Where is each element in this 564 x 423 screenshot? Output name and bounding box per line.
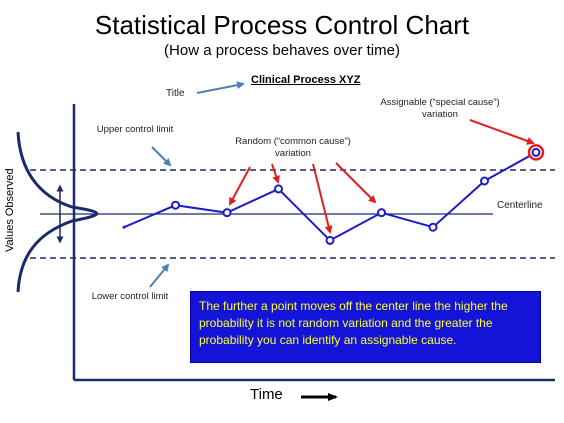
data-point xyxy=(377,208,386,218)
random-arrow-1 xyxy=(229,166,251,206)
data-point xyxy=(122,225,126,229)
process-name: Clinical Process XYZ xyxy=(251,74,361,86)
data-point xyxy=(531,147,541,157)
data-point xyxy=(171,200,180,210)
assignable-arrow xyxy=(469,119,535,145)
series-line xyxy=(123,151,537,242)
assignable-variation-label: Assignable (“special cause”) variation xyxy=(380,97,500,120)
data-point xyxy=(222,208,232,218)
random-arrow-4 xyxy=(335,162,377,204)
main-title: Statistical Process Control Chart xyxy=(94,10,470,40)
title-pointer-arrow xyxy=(196,81,245,94)
data-point xyxy=(480,176,489,186)
random-arrow-2 xyxy=(271,163,280,184)
upper-control-limit-label: Upper control limit xyxy=(96,124,174,135)
subtitle: (How a process behaves over time) xyxy=(164,42,400,59)
random-variation-label: Random (“common cause”) variation xyxy=(235,136,351,159)
ucl-pointer-arrow xyxy=(151,146,172,167)
lcl-pointer-arrow xyxy=(149,263,170,288)
data-point xyxy=(325,235,335,245)
info-box: The further a point moves off the center… xyxy=(190,291,541,363)
random-arrow-3 xyxy=(312,163,333,234)
x-axis-label: Time xyxy=(250,386,283,403)
title-annotation: Title xyxy=(166,88,185,99)
lower-control-limit-label: Lower control limit xyxy=(91,291,169,302)
centerline-label: Centerline xyxy=(497,200,543,211)
data-point xyxy=(274,184,283,194)
data-point xyxy=(428,222,438,232)
distribution-curve xyxy=(16,131,99,293)
